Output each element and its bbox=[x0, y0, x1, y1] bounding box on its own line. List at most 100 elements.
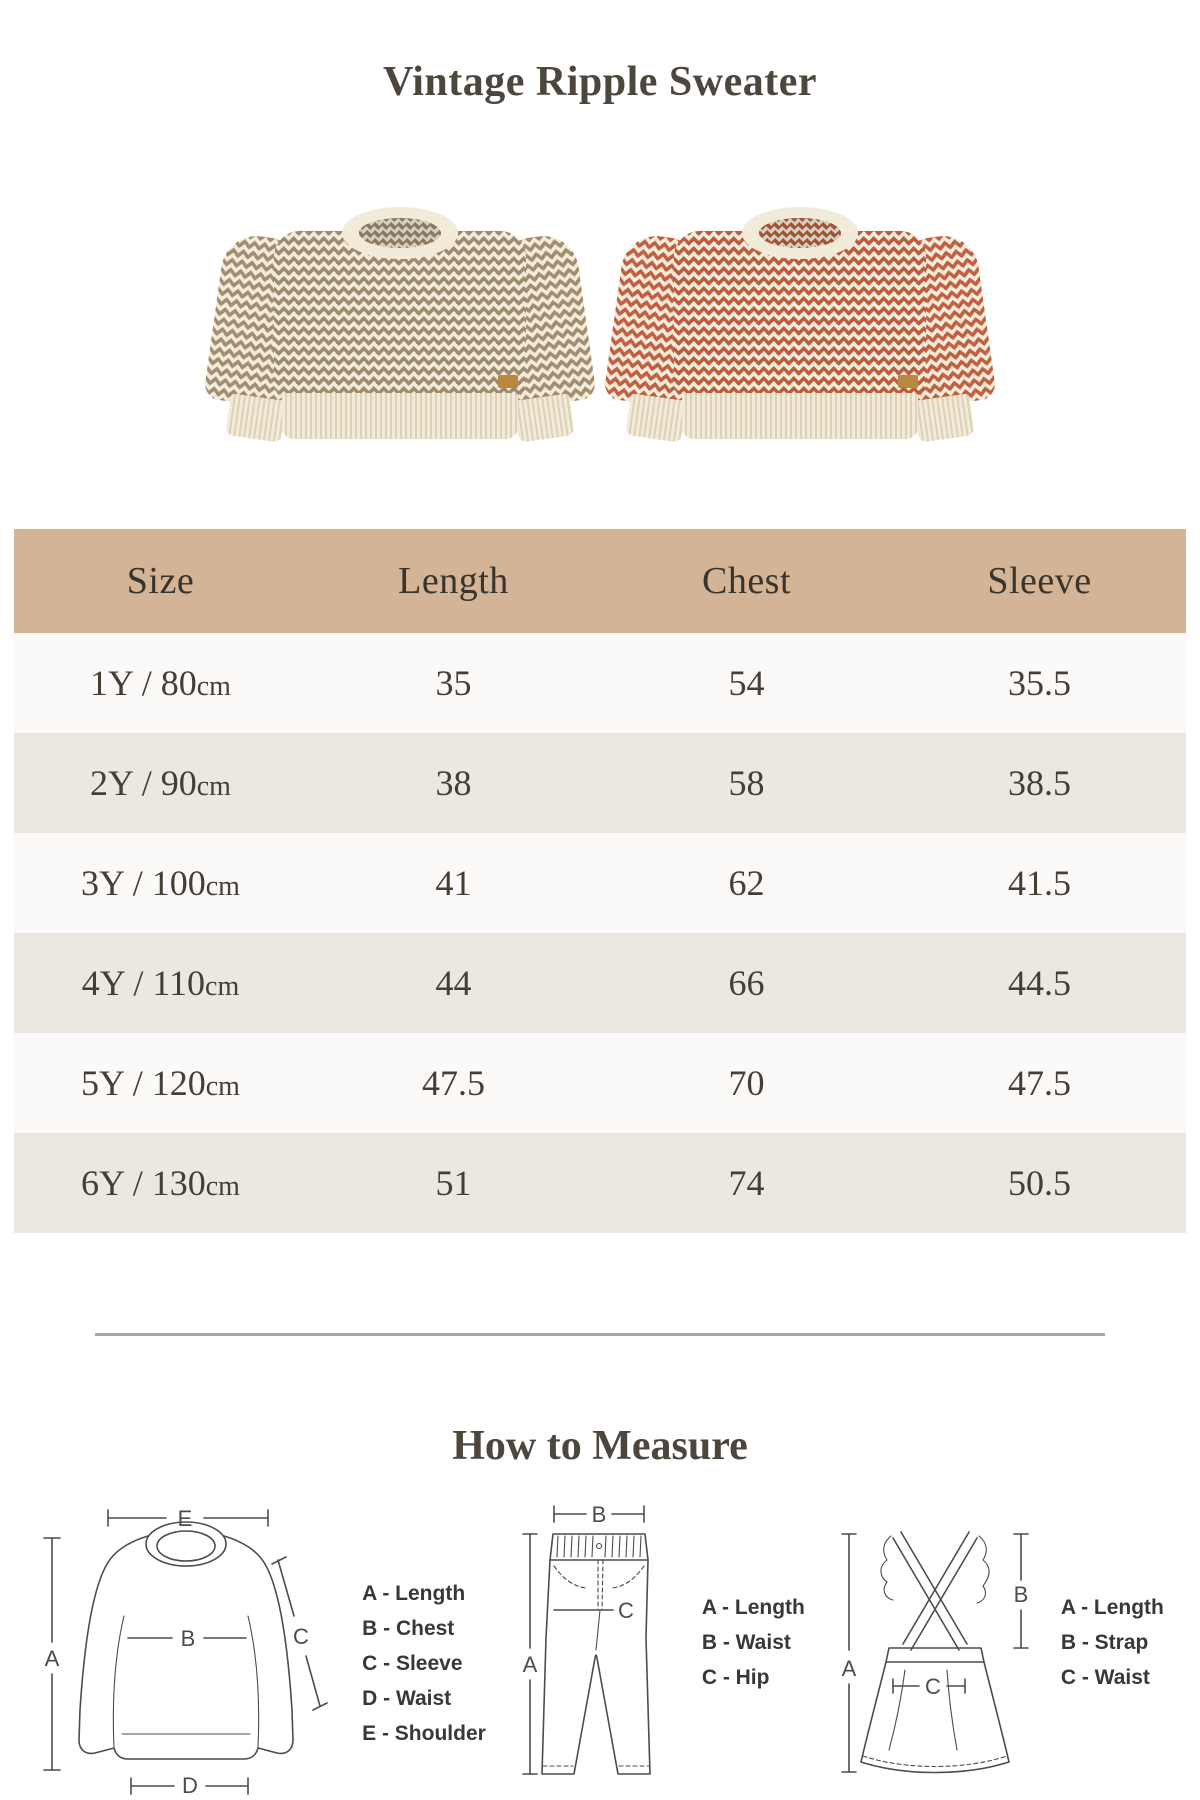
pants-measure-group: B A C A - Length B - Waist C - Hip bbox=[516, 1498, 805, 1798]
column-header-length: Length bbox=[398, 559, 509, 602]
sleeve-cell: 41.5 bbox=[1008, 862, 1071, 903]
sweater-brand-tag bbox=[498, 374, 518, 388]
size-cell: 2Y / 90cm bbox=[14, 762, 307, 804]
sleeve-cell: 50.5 bbox=[1008, 1162, 1071, 1203]
legend-item: A - Length bbox=[362, 1581, 466, 1605]
legend-item: B - Strap bbox=[1060, 1630, 1149, 1654]
mark-d: D bbox=[182, 1773, 198, 1798]
sweater-cuff-right bbox=[913, 392, 975, 443]
chest-cell: 66 bbox=[728, 962, 765, 1003]
size-cell: 4Y / 110cm bbox=[14, 962, 307, 1004]
legend-item: C - Sleeve bbox=[362, 1651, 463, 1675]
mark-a: A bbox=[522, 1652, 537, 1677]
page-title: Vintage Ripple Sweater bbox=[382, 59, 818, 105]
skirt-measure-diagram: A B C bbox=[841, 1530, 1029, 1774]
size-cell: 5Y / 120cm bbox=[14, 1062, 307, 1104]
chest-cell: 58 bbox=[728, 762, 765, 803]
column-header-size: Size bbox=[126, 559, 195, 602]
length-cell: 51 bbox=[435, 1162, 472, 1203]
section-divider bbox=[95, 1332, 1105, 1336]
pants-outline bbox=[541, 1532, 651, 1775]
chest-cell: 74 bbox=[728, 1162, 765, 1203]
size-unit: cm bbox=[205, 1070, 240, 1102]
chest-cell: 54 bbox=[728, 662, 765, 703]
pants-measure-legend: A - Length B - Waist C - Hip bbox=[702, 1590, 805, 1798]
chest-cell: 70 bbox=[728, 1062, 765, 1103]
mark-b: B bbox=[1014, 1582, 1029, 1607]
sweater-cuff-left bbox=[625, 392, 687, 443]
measure-lines bbox=[522, 1504, 645, 1775]
legend-item: A - Length bbox=[1060, 1595, 1164, 1619]
legend-item: C - Hip bbox=[701, 1665, 770, 1689]
length-cell: 44 bbox=[435, 962, 472, 1003]
length-cell: 38 bbox=[435, 762, 472, 803]
size-unit: cm bbox=[196, 670, 231, 702]
skirt-measure-group: A B C A - Length B - Strap C - Waist bbox=[835, 1498, 1164, 1798]
sweater-image-red bbox=[603, 206, 997, 443]
mark-c: C bbox=[618, 1598, 634, 1623]
legend-item: B - Waist bbox=[701, 1630, 791, 1654]
size-cell: 3Y / 100cm bbox=[14, 862, 307, 904]
size-value: 3Y / 100 bbox=[81, 862, 206, 903]
table-row: 3Y / 100cm 41 62 41.5 bbox=[14, 832, 1186, 933]
table-row: 6Y / 130cm 51 74 50.5 bbox=[14, 1132, 1186, 1233]
size-chart-header-row: Size Length Chest Sleeve bbox=[14, 528, 1186, 633]
sleeve-cell: 47.5 bbox=[1008, 1062, 1071, 1103]
column-header-chest: Chest bbox=[701, 559, 792, 602]
chest-cell: 62 bbox=[728, 862, 765, 903]
legend-item: C - Waist bbox=[1060, 1665, 1150, 1689]
size-cell: 6Y / 130cm bbox=[14, 1162, 307, 1204]
mark-b: B bbox=[181, 1626, 196, 1651]
legend-item: D - Waist bbox=[362, 1686, 452, 1710]
sweater-image-brown bbox=[203, 206, 597, 443]
top-measure-group: A E B C D A - Length B - Chest C - Sleev… bbox=[36, 1498, 486, 1798]
measure-lines bbox=[841, 1532, 1029, 1773]
sweater-collar-opening bbox=[759, 217, 841, 248]
sleeve-cell: 35.5 bbox=[1008, 662, 1071, 703]
sleeve-cell: 38.5 bbox=[1008, 762, 1071, 803]
skirt-outline bbox=[860, 1530, 1010, 1774]
legend-item: E - Shoulder bbox=[362, 1721, 486, 1745]
mark-b: B bbox=[591, 1502, 606, 1527]
size-value: 1Y / 80 bbox=[90, 662, 197, 703]
measure-lines bbox=[43, 1508, 328, 1795]
size-value: 2Y / 90 bbox=[90, 762, 197, 803]
sweater-outline bbox=[78, 1520, 294, 1760]
size-value: 5Y / 120 bbox=[81, 1062, 206, 1103]
sleeve-cell: 44.5 bbox=[1008, 962, 1071, 1003]
size-unit: cm bbox=[196, 770, 231, 802]
mark-e: E bbox=[178, 1506, 193, 1531]
table-row: 1Y / 80cm 35 54 35.5 bbox=[14, 632, 1186, 733]
legend-item: B - Chest bbox=[362, 1616, 455, 1640]
mark-a: A bbox=[45, 1646, 60, 1671]
table-row: 5Y / 120cm 47.5 70 47.5 bbox=[14, 1032, 1186, 1133]
length-cell: 47.5 bbox=[422, 1062, 485, 1103]
top-measure-diagram: A E B C D bbox=[43, 1506, 328, 1798]
sweater-collar-opening bbox=[359, 217, 441, 248]
sweater-hem bbox=[282, 392, 518, 439]
mark-c: C bbox=[925, 1674, 941, 1699]
measure-section-heading: How to Measure bbox=[452, 1422, 748, 1469]
size-cell: 1Y / 80cm bbox=[14, 662, 307, 704]
legend-item: A - Length bbox=[701, 1595, 805, 1619]
top-measure-legend: A - Length B - Chest C - Sleeve D - Wais… bbox=[362, 1576, 486, 1798]
size-chart-table: Size Length Chest Sleeve 1Y / 80cm 35 54… bbox=[14, 528, 1186, 1233]
table-row: 4Y / 110cm 44 66 44.5 bbox=[14, 932, 1186, 1033]
sweater-cuff-left bbox=[225, 392, 287, 443]
size-value: 4Y / 110 bbox=[81, 962, 206, 1003]
mark-a: A bbox=[842, 1656, 857, 1681]
size-unit: cm bbox=[205, 970, 240, 1002]
size-chart-body: 1Y / 80cm 35 54 35.5 2Y / 90cm 38 58 38.… bbox=[14, 632, 1186, 1233]
sweater-brand-tag bbox=[898, 374, 918, 388]
size-value: 6Y / 130 bbox=[81, 1162, 206, 1203]
column-header-sleeve: Sleeve bbox=[987, 559, 1092, 602]
measure-diagrams: A E B C D A - Length B - Chest C - Sleev… bbox=[0, 1498, 1200, 1798]
table-row: 2Y / 90cm 38 58 38.5 bbox=[14, 732, 1186, 833]
skirt-measure-legend: A - Length B - Strap C - Waist bbox=[1061, 1590, 1164, 1798]
mark-c: C bbox=[293, 1624, 309, 1649]
length-cell: 41 bbox=[435, 862, 472, 903]
pants-measure-diagram: B A C bbox=[522, 1502, 651, 1775]
product-images bbox=[0, 159, 1200, 447]
sweater-hem bbox=[682, 392, 918, 439]
sweater-cuff-right bbox=[513, 392, 575, 443]
